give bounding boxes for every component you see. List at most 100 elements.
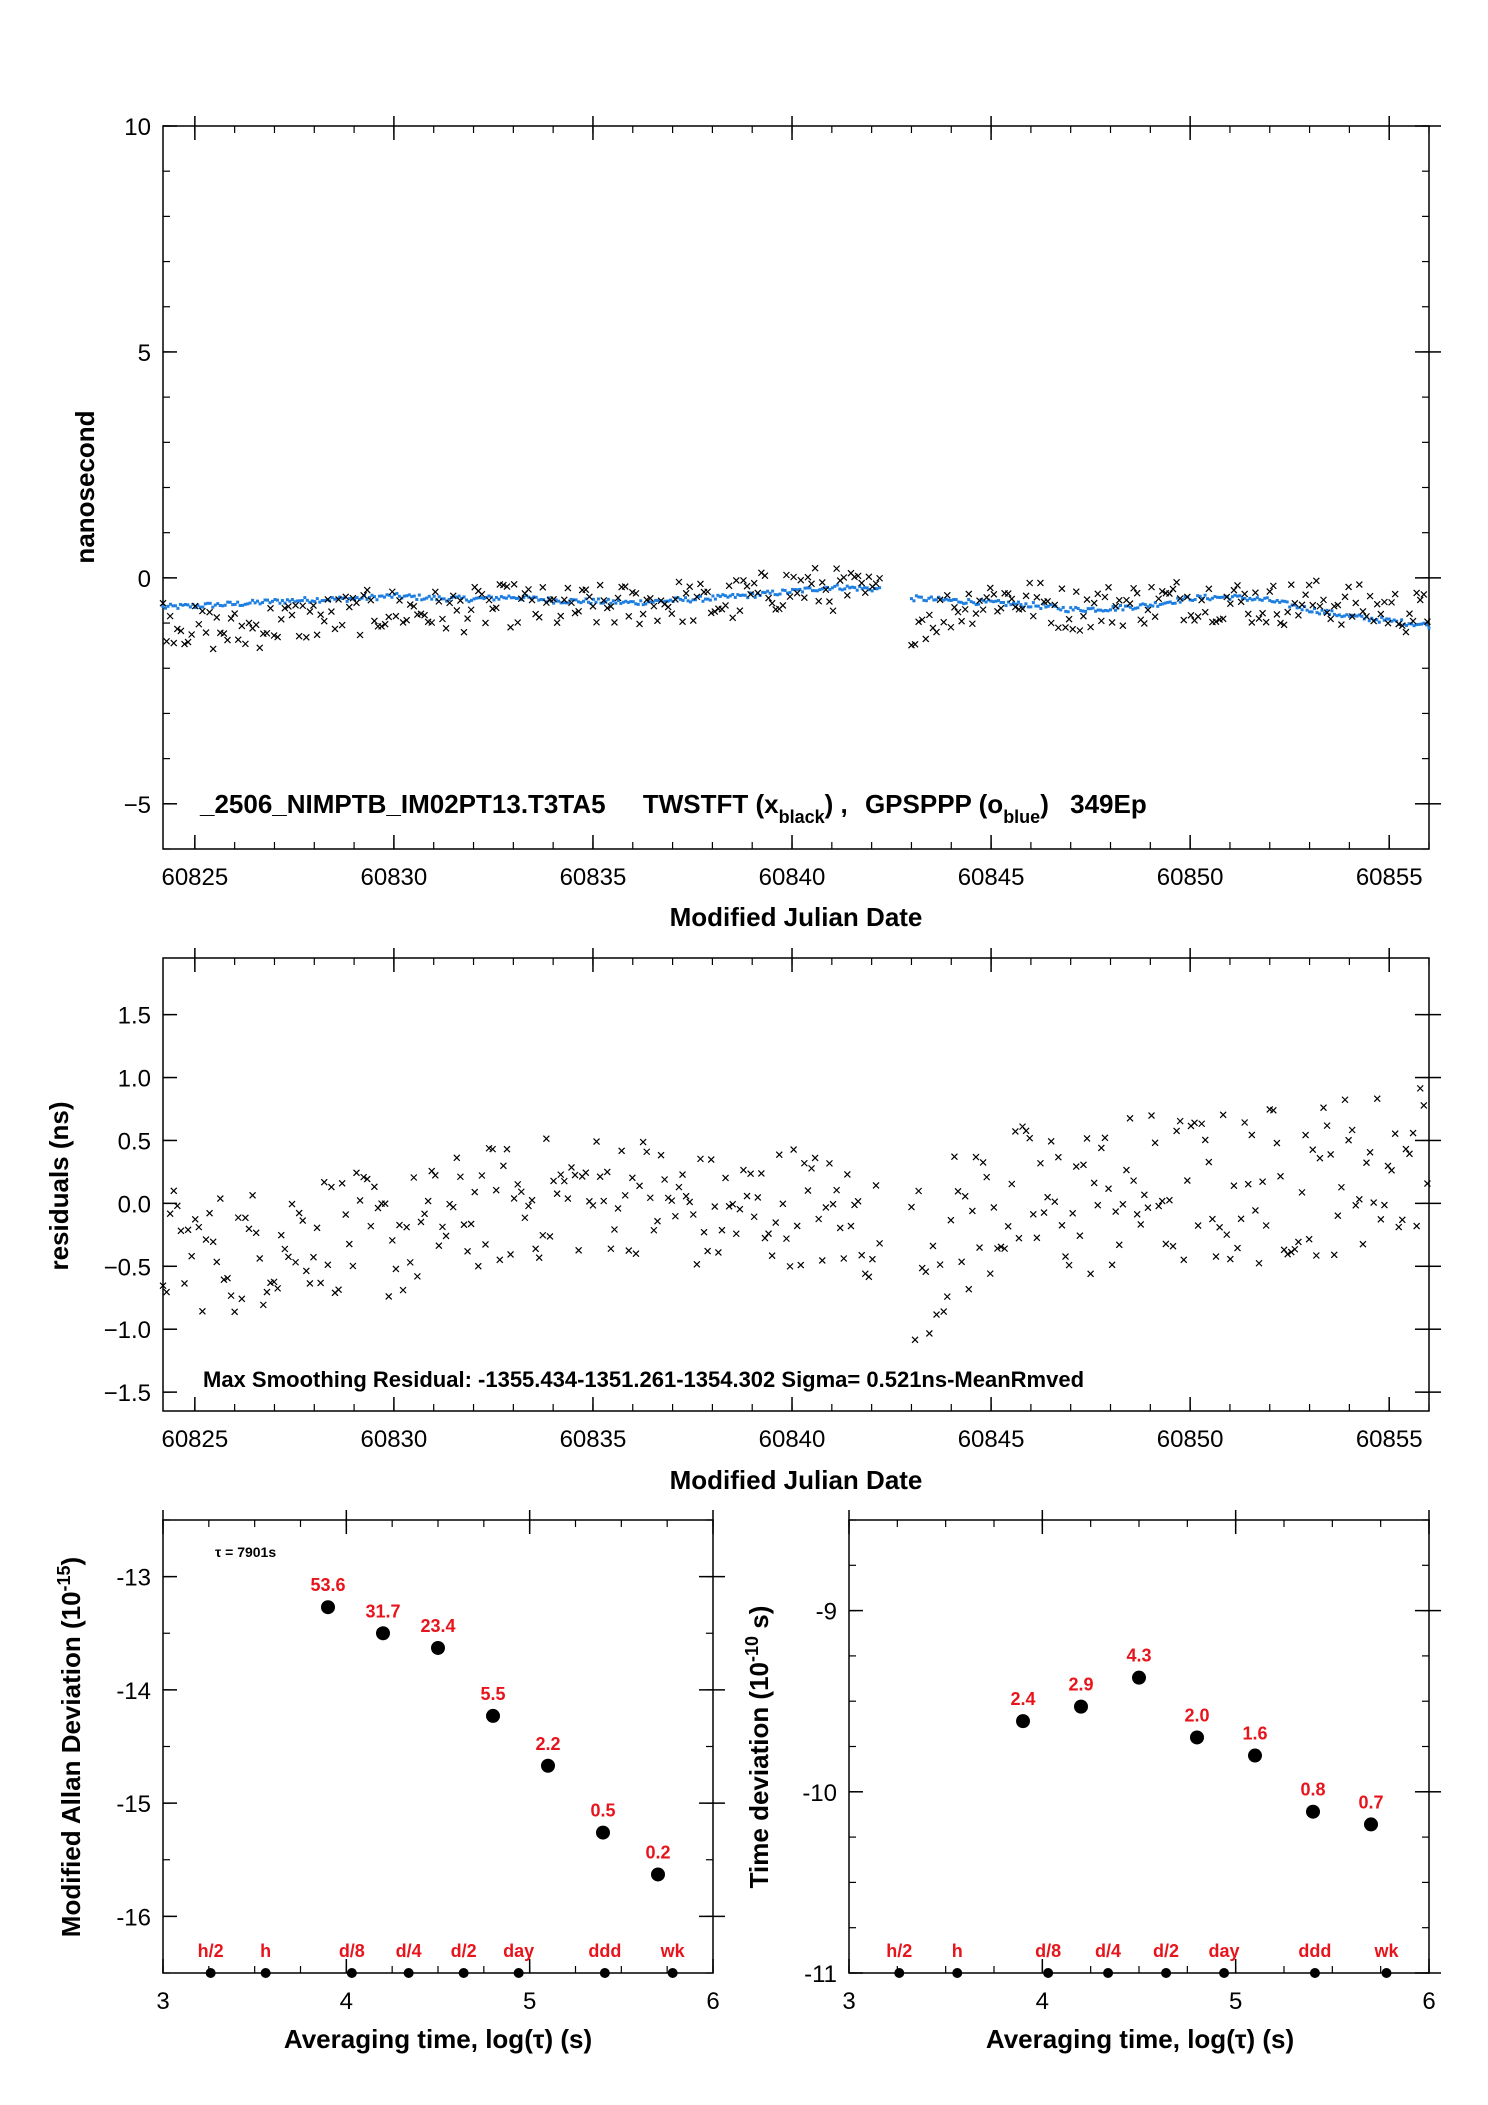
gpsppp-point [504,596,508,600]
deviation-point [1364,1817,1378,1832]
twstft-point [1269,582,1277,590]
residual-point [1033,1234,1041,1242]
gpsppp-point [666,599,670,603]
gpsppp-point [1002,601,1006,605]
residual-point [213,1258,221,1266]
residual-point [1291,1245,1299,1253]
gpsppp-point [1385,617,1389,621]
residual-point [1176,1117,1184,1125]
gpsppp-point [238,603,242,607]
twstft-point [245,619,253,627]
gpsppp-point [1216,595,1220,599]
gpsppp-point [1330,609,1334,613]
gpsppp-point [649,600,653,604]
gpsppp-point [691,598,695,602]
twstft-point [1416,596,1424,604]
twstft-point [284,602,292,610]
gpsppp-point [1211,596,1215,600]
gpsppp-point [967,598,971,602]
residual-point [718,1226,726,1234]
gpsppp-point [333,597,337,601]
residual-point [847,1222,855,1230]
deviation-point [1074,1699,1088,1714]
x-tick-label: 60845 [958,864,1025,891]
gpsppp-point [1171,601,1175,605]
twstft-point [675,578,683,586]
gpsppp-point [952,598,956,602]
twstft-point [958,617,966,625]
gpsppp-point [1118,603,1122,607]
gpsppp-point [226,600,230,604]
residual-point [600,1197,608,1205]
residual-point [263,1288,271,1296]
gpsppp-point [487,594,491,598]
residual-point [1402,1145,1410,1153]
y-tick-label: 10 [124,114,151,141]
residual-point [725,1202,733,1210]
residual-point [1072,1163,1080,1170]
gpsppp-point [1113,608,1117,612]
gpsppp-point [1285,600,1289,604]
residual-point [274,1284,282,1292]
gpsppp-point [246,602,250,606]
residual-point [1305,1235,1313,1243]
gpsppp-point [1308,610,1312,614]
gpsppp-point [258,602,262,606]
residual-point [768,1252,776,1260]
gpsppp-point [315,597,319,601]
gpsppp-point [216,602,220,606]
gpsppp-point [1183,595,1187,599]
gpsppp-point [703,597,707,601]
residual-point [1416,1084,1424,1092]
residual-point [202,1236,210,1243]
twstft-point [704,588,712,596]
twstft-point [553,619,561,627]
residual-point [1355,1195,1363,1203]
twstft-point [227,615,235,622]
residual-point [449,1203,457,1211]
residual-point [1133,1210,1141,1218]
twstft-point [646,594,654,602]
gpsppp-point [942,598,946,602]
twstft-point [603,604,611,612]
gpsppp-point [1340,615,1344,619]
gpsppp-point [701,599,705,603]
twstft-point [310,602,317,609]
twstft-point [1223,593,1231,601]
residual-point [1388,1166,1396,1174]
gpsppp-point [654,598,658,602]
twstft-point [1212,618,1220,626]
residual-point [306,1279,314,1287]
point-count-label: 1.6 [1242,1724,1267,1744]
residual-point [757,1170,765,1177]
interval-marker-dot [346,1968,357,1978]
residual-point [568,1163,575,1171]
residual-point [360,1173,368,1181]
gpsppp-point [1208,598,1212,602]
twstft-point [353,599,360,607]
gpsppp-point [1101,609,1105,613]
gpsppp-point [738,593,742,597]
twstft-point [1019,605,1026,613]
gpsppp-point [567,601,571,605]
gpsppp-point [1417,622,1421,626]
residual-point [1420,1102,1428,1109]
gpsppp-point [686,599,690,603]
gpsppp-point [743,593,747,597]
gpsppp-point [425,596,429,600]
residual-point [1047,1137,1055,1145]
gpsppp-point [810,589,814,593]
gpsppp-point [838,587,842,591]
residual-point [636,1182,643,1190]
residual-point [374,1204,382,1212]
gpsppp-point [445,599,449,603]
gpsppp-point [1074,605,1078,609]
gpsppp-point [1031,601,1035,605]
gpsppp-point [395,591,399,595]
gpsppp-point [937,595,941,599]
interval-marker-label: day [1209,1941,1240,1961]
residual-point [589,1201,597,1209]
gpsppp-point [509,596,513,600]
residual-point [166,1210,174,1218]
